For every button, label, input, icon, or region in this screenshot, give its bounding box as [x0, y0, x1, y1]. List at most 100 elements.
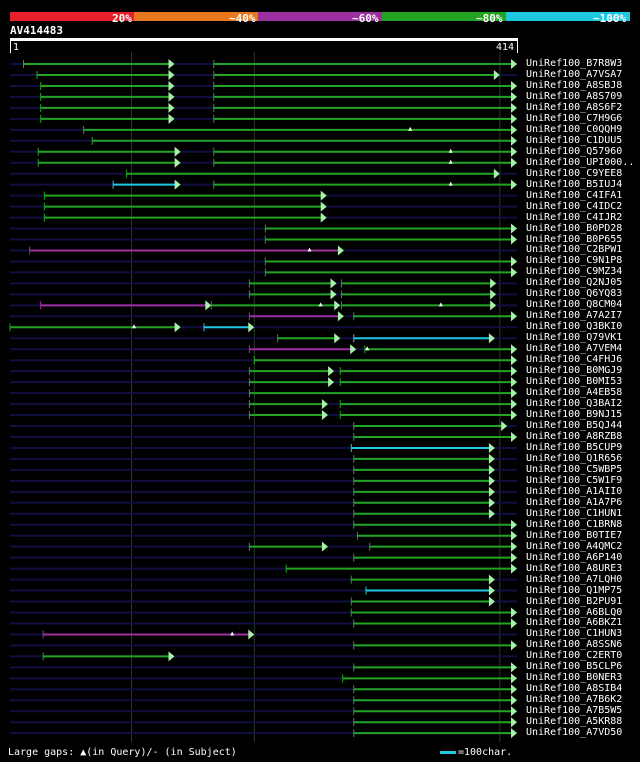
- legend-seg-20: [10, 12, 134, 21]
- hit-label[interactable]: UniRef100_Q8CM04: [526, 299, 623, 311]
- hit-label[interactable]: UniRef100_A5KR88: [526, 716, 623, 728]
- hit-label[interactable]: UniRef100_C9YEE8: [526, 167, 623, 179]
- segment-arrow-icon: [511, 102, 517, 113]
- segment-arrow-icon: [511, 662, 517, 673]
- segment-arrow-icon: [511, 113, 517, 124]
- hit-label[interactable]: UniRef100_C1BRN8: [526, 518, 623, 530]
- segment-arrow-icon: [511, 717, 517, 728]
- segment-arrow-icon: [511, 234, 517, 245]
- segment-arrow-icon: [511, 91, 517, 102]
- hit-label[interactable]: UniRef100_C7H9G6: [526, 112, 623, 124]
- segment-arrow-icon: [511, 223, 517, 234]
- segment-arrow-icon: [511, 179, 517, 190]
- hit-label[interactable]: UniRef100_A8SSN6: [526, 639, 623, 651]
- hit-label[interactable]: UniRef100_B5CUP9: [526, 441, 623, 453]
- hit-label[interactable]: UniRef100_A8S709: [526, 90, 623, 102]
- hit-label[interactable]: UniRef100_A8RZB8: [526, 430, 623, 442]
- query-gap-icon: [448, 181, 453, 186]
- segment-arrow-icon: [488, 475, 495, 486]
- hit-label[interactable]: UniRef100_B5QJ44: [526, 420, 623, 431]
- hit-label[interactable]: UniRef100_A7VD50: [526, 727, 623, 739]
- segment-arrow-icon: [488, 508, 495, 519]
- hit-label[interactable]: UniRef100_Q57960: [526, 145, 623, 157]
- hit-label[interactable]: UniRef100_C4IJR2: [526, 211, 623, 223]
- hit-label[interactable]: UniRef100_A6BKZ1: [526, 617, 623, 629]
- hit-label[interactable]: UniRef100_A7VEM4: [526, 343, 623, 355]
- segment-arrow-icon: [168, 69, 175, 80]
- segment-arrow-icon: [511, 267, 517, 278]
- segment-arrow-icon: [511, 552, 517, 563]
- segment-arrow-icon: [328, 366, 335, 377]
- hit-label[interactable]: UniRef100_C5W1F9: [526, 474, 623, 486]
- hit-label[interactable]: UniRef100_Q1R656: [526, 452, 623, 464]
- segment-arrow-icon: [337, 311, 344, 322]
- hit-label[interactable]: UniRef100_A8SBJ8: [526, 79, 623, 91]
- query-gap-icon: [438, 302, 443, 307]
- legend-label-60: ~60%: [352, 12, 379, 25]
- segment-arrow-icon: [320, 190, 327, 201]
- hit-label[interactable]: UniRef100_Q79VK1: [526, 332, 623, 344]
- segment-arrow-icon: [511, 377, 517, 388]
- hit-label[interactable]: UniRef100_Q1MP75: [526, 584, 623, 596]
- hit-label[interactable]: UniRef100_B2PU91: [526, 595, 623, 607]
- hit-label[interactable]: UniRef100_B5IUJ4: [526, 178, 623, 190]
- segment-arrow-icon: [488, 486, 495, 497]
- hit-label[interactable]: UniRef100_B0NER3: [526, 672, 623, 684]
- hit-label[interactable]: UniRef100_A7A2I7: [526, 310, 623, 322]
- hit-label[interactable]: UniRef100_C9N1P8: [526, 255, 623, 267]
- hit-label[interactable]: UniRef100_C2BPW1: [526, 244, 623, 256]
- hit-label[interactable]: UniRef100_C9MZ34: [526, 266, 623, 278]
- scale-bar: [440, 750, 456, 754]
- hit-label[interactable]: UniRef100_C1DUU5: [526, 134, 623, 146]
- hit-label[interactable]: UniRef100_C4IFA1: [526, 189, 623, 201]
- segment-arrow-icon: [511, 410, 517, 421]
- hit-label[interactable]: UniRef100_B0PD28: [526, 222, 623, 234]
- hit-label[interactable]: UniRef100_C2ERT0: [526, 650, 623, 662]
- segment-arrow-icon: [511, 541, 517, 552]
- hit-label[interactable]: UniRef100_A7LQH0: [526, 573, 623, 585]
- segment-arrow-icon: [174, 157, 181, 168]
- segment-arrow-icon: [488, 442, 495, 453]
- segment-arrow-icon: [511, 388, 517, 399]
- segment-arrow-icon: [511, 157, 517, 168]
- hit-label[interactable]: UniRef100_A7VSA7: [526, 68, 623, 80]
- hit-label[interactable]: UniRef100_A8S6F2: [526, 101, 623, 113]
- hit-label[interactable]: UniRef100_C0QQH9: [526, 123, 623, 135]
- hit-label[interactable]: UniRef100_A7B6K2: [526, 694, 623, 706]
- hit-label[interactable]: UniRef100_B5CLP6: [526, 661, 623, 673]
- query-id: AV414483: [10, 24, 63, 37]
- hit-label[interactable]: UniRef100_C1HUN3: [526, 628, 623, 640]
- hit-label[interactable]: UniRef100_A1AII0: [526, 485, 623, 497]
- hit-label[interactable]: UniRef100_Q2NJ05: [526, 277, 623, 289]
- hit-label[interactable]: UniRef100_B0MI53: [526, 376, 623, 388]
- hit-label[interactable]: UniRef100_Q3BKI0: [526, 321, 623, 333]
- hit-label[interactable]: UniRef100_B7R8W3: [526, 58, 623, 69]
- hit-label[interactable]: UniRef100_B0P655: [526, 233, 623, 245]
- hit-label[interactable]: UniRef100_A6P140: [526, 551, 623, 563]
- hit-label[interactable]: UniRef100_Q3BAI2: [526, 398, 623, 410]
- hit-label[interactable]: UniRef100_C1HUN1: [526, 507, 623, 519]
- hit-label[interactable]: UniRef100_B0TIE7: [526, 529, 623, 541]
- hit-label[interactable]: UniRef100_A8SIB4: [526, 683, 623, 695]
- segment-arrow-icon: [511, 706, 517, 717]
- segment-arrow-icon: [511, 618, 517, 629]
- segment-arrow-icon: [168, 102, 175, 113]
- hit-label[interactable]: UniRef100_C4FHJ6: [526, 354, 623, 366]
- segment-arrow-icon: [248, 629, 255, 640]
- hit-label[interactable]: UniRef100_Q6YQ83: [526, 288, 623, 300]
- ruler-end-label: 414: [496, 42, 515, 53]
- hit-label[interactable]: UniRef100_C4IDC2: [526, 200, 623, 212]
- hit-label[interactable]: UniRef100_B9NJ15: [526, 409, 623, 421]
- hit-label[interactable]: UniRef100_A1A7P6: [526, 496, 623, 508]
- hit-label[interactable]: UniRef100_C5WBP5: [526, 463, 623, 475]
- hit-label[interactable]: UniRef100_A4QMC2: [526, 540, 623, 552]
- hit-label[interactable]: UniRef100_A7B5W5: [526, 705, 623, 717]
- hit-label[interactable]: UniRef100_A4EB58: [526, 387, 623, 399]
- hit-label[interactable]: UniRef100_UPI000..: [526, 156, 635, 168]
- hit-label[interactable]: UniRef100_B0MGJ9: [526, 365, 623, 377]
- segment-arrow-icon: [493, 69, 500, 80]
- legend-label-80: ~80%: [476, 12, 503, 25]
- hit-label[interactable]: UniRef100_A8URE3: [526, 562, 623, 574]
- hit-label[interactable]: UniRef100_A6BLQ0: [526, 606, 623, 618]
- segment-arrow-icon: [511, 311, 517, 322]
